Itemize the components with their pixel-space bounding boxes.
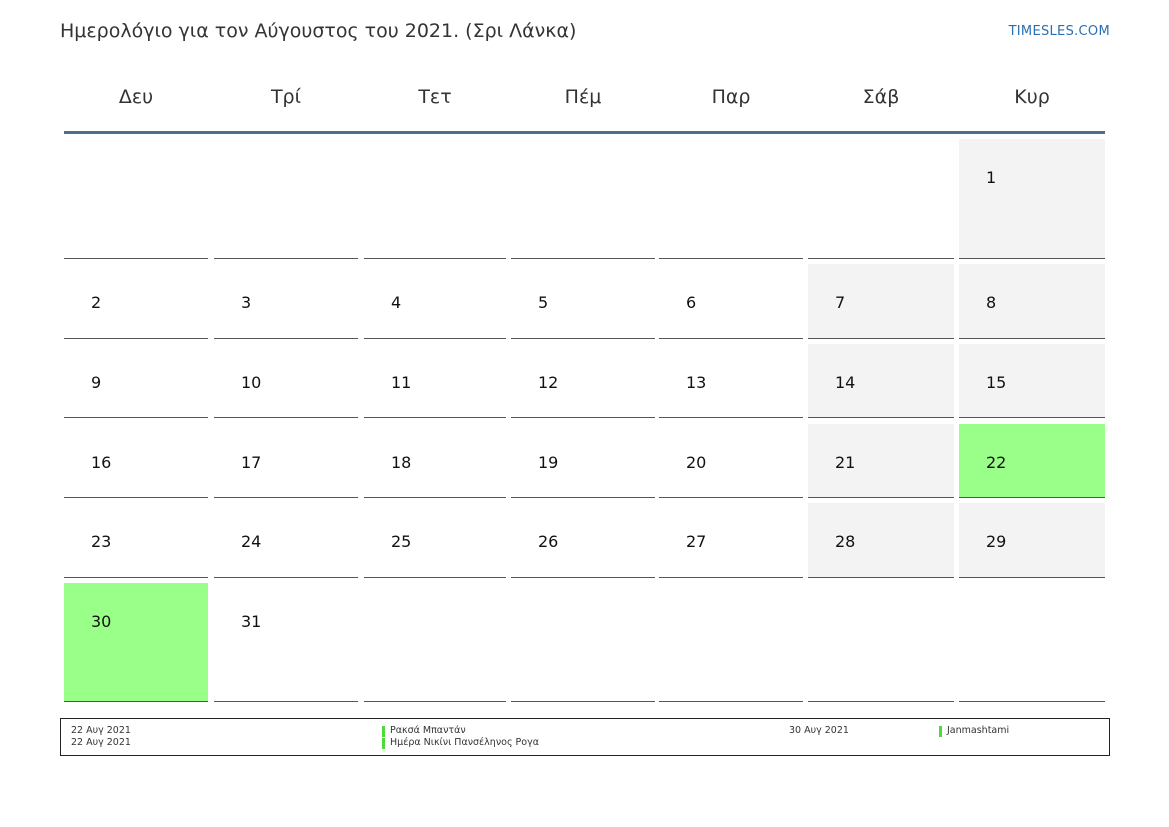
day-number: 18 bbox=[391, 453, 412, 472]
weekday-label: Πέμ bbox=[564, 86, 602, 108]
day-number: 11 bbox=[391, 373, 412, 392]
holiday-legend: 22 Αυγ 2021 Ρακσά Μπαντάν 22 Αυγ 2021 Ημ… bbox=[60, 718, 1110, 756]
day-number: 31 bbox=[241, 612, 262, 631]
calendar-day-cell[interactable]: 29 bbox=[959, 503, 1105, 578]
legend-date: 22 Αυγ 2021 bbox=[71, 725, 131, 736]
calendar-day-cell[interactable]: 17 bbox=[214, 424, 358, 498]
day-number: 13 bbox=[686, 373, 707, 392]
site-link[interactable]: TIMESLES.COM bbox=[1008, 24, 1110, 39]
day-number: 17 bbox=[241, 453, 262, 472]
calendar-day-cell[interactable]: 22 bbox=[959, 424, 1105, 498]
calendar-day-cell[interactable]: 1 bbox=[959, 139, 1105, 259]
day-number: 23 bbox=[91, 532, 112, 551]
page-title: Ημερολόγιο για τον Αύγουστος του 2021. (… bbox=[60, 20, 577, 42]
weekday-label: Τετ bbox=[418, 86, 452, 108]
calendar-empty-cell bbox=[364, 583, 506, 702]
day-number: 30 bbox=[91, 612, 112, 631]
calendar-day-cell[interactable]: 24 bbox=[214, 503, 358, 578]
calendar-day-cell[interactable]: 2 bbox=[64, 264, 208, 339]
calendar-day-cell[interactable]: 15 bbox=[959, 344, 1105, 418]
day-number: 3 bbox=[241, 293, 252, 312]
day-number: 1 bbox=[986, 168, 997, 187]
calendar-day-cell[interactable]: 4 bbox=[364, 264, 506, 339]
day-number: 27 bbox=[686, 532, 707, 551]
calendar-day-cell[interactable]: 16 bbox=[64, 424, 208, 498]
day-number: 24 bbox=[241, 532, 262, 551]
legend-holiday-name: Ρακσά Μπαντάν bbox=[390, 725, 466, 736]
day-number: 16 bbox=[91, 453, 112, 472]
calendar-empty-cell bbox=[659, 139, 803, 259]
calendar-day-cell[interactable]: 13 bbox=[659, 344, 803, 418]
day-number: 4 bbox=[391, 293, 402, 312]
weekday-label: Κυρ bbox=[1014, 86, 1050, 108]
weekday-label: Παρ bbox=[711, 86, 751, 108]
calendar-empty-cell bbox=[511, 139, 655, 259]
calendar-day-cell[interactable]: 8 bbox=[959, 264, 1105, 339]
calendar-day-cell[interactable]: 26 bbox=[511, 503, 655, 578]
calendar-day-cell[interactable]: 21 bbox=[808, 424, 954, 498]
calendar-day-cell[interactable]: 11 bbox=[364, 344, 506, 418]
day-number: 19 bbox=[538, 453, 559, 472]
day-number: 10 bbox=[241, 373, 262, 392]
calendar-empty-cell bbox=[364, 139, 506, 259]
calendar-day-cell[interactable]: 27 bbox=[659, 503, 803, 578]
calendar-empty-cell bbox=[511, 583, 655, 702]
calendar-empty-cell bbox=[659, 583, 803, 702]
weekday-header-row: Δευ Τρί Τετ Πέμ Παρ Σάβ Κυρ bbox=[64, 86, 1105, 112]
legend-marker bbox=[382, 738, 385, 749]
legend-date: 30 Αυγ 2021 bbox=[789, 725, 849, 736]
day-number: 26 bbox=[538, 532, 559, 551]
day-number: 9 bbox=[91, 373, 102, 392]
day-number: 2 bbox=[91, 293, 102, 312]
day-number: 15 bbox=[986, 373, 1007, 392]
calendar-day-cell[interactable]: 18 bbox=[364, 424, 506, 498]
calendar-day-cell[interactable]: 30 bbox=[64, 583, 208, 702]
day-number: 6 bbox=[686, 293, 697, 312]
day-number: 21 bbox=[835, 453, 856, 472]
calendar-day-cell[interactable]: 6 bbox=[659, 264, 803, 339]
calendar-day-cell[interactable]: 19 bbox=[511, 424, 655, 498]
day-number: 14 bbox=[835, 373, 856, 392]
day-number: 20 bbox=[686, 453, 707, 472]
day-number: 25 bbox=[391, 532, 412, 551]
weekday-label: Δευ bbox=[118, 86, 154, 108]
calendar-day-cell[interactable]: 20 bbox=[659, 424, 803, 498]
calendar-day-cell[interactable]: 23 bbox=[64, 503, 208, 578]
calendar-day-cell[interactable]: 25 bbox=[364, 503, 506, 578]
day-number: 22 bbox=[986, 453, 1007, 472]
legend-date: 22 Αυγ 2021 bbox=[71, 737, 131, 748]
day-number: 5 bbox=[538, 293, 549, 312]
calendar-empty-cell bbox=[214, 139, 358, 259]
calendar-empty-cell bbox=[64, 139, 208, 259]
calendar-empty-cell bbox=[959, 583, 1105, 702]
legend-marker bbox=[382, 726, 385, 737]
day-number: 7 bbox=[835, 293, 846, 312]
legend-holiday-name: Ημέρα Νικίνι Πανσέληνος Ρογα bbox=[390, 737, 539, 748]
calendar-day-cell[interactable]: 28 bbox=[808, 503, 954, 578]
day-number: 28 bbox=[835, 532, 856, 551]
calendar-day-cell[interactable]: 10 bbox=[214, 344, 358, 418]
calendar-day-cell[interactable]: 5 bbox=[511, 264, 655, 339]
day-number: 29 bbox=[986, 532, 1007, 551]
day-number: 12 bbox=[538, 373, 559, 392]
calendar-empty-cell bbox=[808, 583, 954, 702]
calendar-empty-cell bbox=[808, 139, 954, 259]
legend-marker bbox=[939, 726, 942, 737]
legend-holiday-name: Janmashtami bbox=[947, 725, 1010, 736]
calendar-day-cell[interactable]: 12 bbox=[511, 344, 655, 418]
day-number: 8 bbox=[986, 293, 997, 312]
weekday-label: Σάβ bbox=[862, 86, 900, 108]
header-divider bbox=[64, 131, 1105, 134]
calendar-day-cell[interactable]: 3 bbox=[214, 264, 358, 339]
calendar-day-cell[interactable]: 31 bbox=[214, 583, 358, 702]
calendar-day-cell[interactable]: 14 bbox=[808, 344, 954, 418]
calendar-day-cell[interactable]: 7 bbox=[808, 264, 954, 339]
calendar-day-cell[interactable]: 9 bbox=[64, 344, 208, 418]
weekday-label: Τρί bbox=[270, 86, 302, 108]
